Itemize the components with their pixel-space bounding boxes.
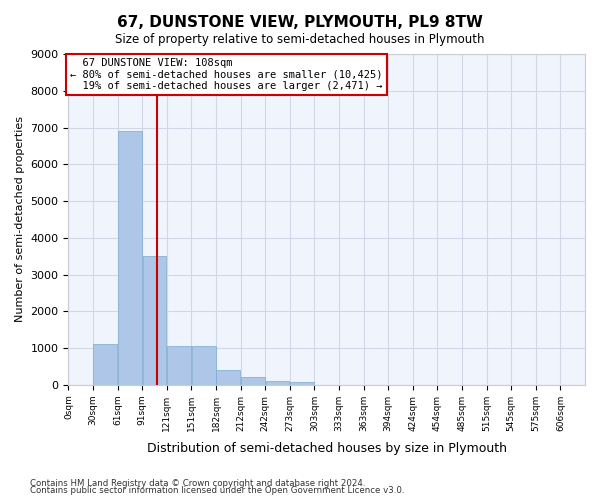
Text: Contains public sector information licensed under the Open Government Licence v3: Contains public sector information licen…: [30, 486, 404, 495]
Text: 67, DUNSTONE VIEW, PLYMOUTH, PL9 8TW: 67, DUNSTONE VIEW, PLYMOUTH, PL9 8TW: [117, 15, 483, 30]
Text: Contains HM Land Registry data © Crown copyright and database right 2024.: Contains HM Land Registry data © Crown c…: [30, 478, 365, 488]
Y-axis label: Number of semi-detached properties: Number of semi-detached properties: [15, 116, 25, 322]
Bar: [143, 256, 166, 385]
X-axis label: Distribution of semi-detached houses by size in Plymouth: Distribution of semi-detached houses by …: [147, 442, 507, 455]
Bar: [118, 131, 142, 385]
Text: Size of property relative to semi-detached houses in Plymouth: Size of property relative to semi-detach…: [115, 32, 485, 46]
Text: 67 DUNSTONE VIEW: 108sqm
← 80% of semi-detached houses are smaller (10,425)
  19: 67 DUNSTONE VIEW: 108sqm ← 80% of semi-d…: [70, 58, 383, 91]
Bar: [266, 381, 289, 385]
Bar: [241, 378, 265, 385]
Bar: [94, 344, 117, 385]
Bar: [167, 346, 191, 385]
Bar: [192, 346, 215, 385]
Bar: [217, 370, 240, 385]
Bar: [290, 382, 314, 385]
